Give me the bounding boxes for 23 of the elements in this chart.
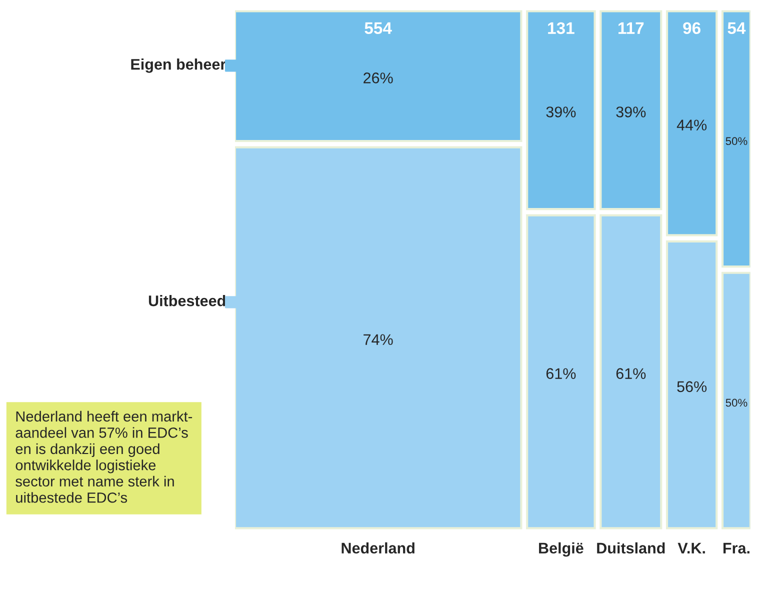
data-label: 44%: [676, 120, 707, 130]
data-label: 554: [364, 22, 392, 34]
category-label: België: [539, 542, 584, 557]
data-label: 74%: [364, 334, 393, 345]
category-label: Fra.: [723, 542, 750, 554]
data-label: 50%: [726, 137, 748, 146]
legend-label: Eigen beheer: [131, 58, 226, 73]
data-label: 117: [618, 22, 644, 34]
category-label: Nederland: [342, 542, 414, 554]
data-label: 61%: [616, 368, 646, 379]
text: Nederland heeft een markt- aandeel van 57% in EDC’s en is dankzij een goed ontwikkelde logistieke sector met name sterk in uitbestede EDC’s: [16, 410, 192, 503]
legend-label: Uitbesteed: [148, 295, 226, 306]
data-label: 56%: [677, 381, 707, 392]
data-label: 26%: [364, 72, 393, 84]
category-label: V.K.: [678, 542, 705, 554]
data-label: 96: [683, 22, 700, 34]
data-label: 50%: [726, 398, 748, 407]
data-label: 39%: [546, 106, 576, 118]
data-label: 61%: [546, 368, 576, 379]
data-label: 54: [728, 22, 746, 34]
data-label: 39%: [616, 106, 646, 118]
category-label: Duitsland: [597, 542, 665, 554]
data-label: 131: [548, 22, 574, 34]
